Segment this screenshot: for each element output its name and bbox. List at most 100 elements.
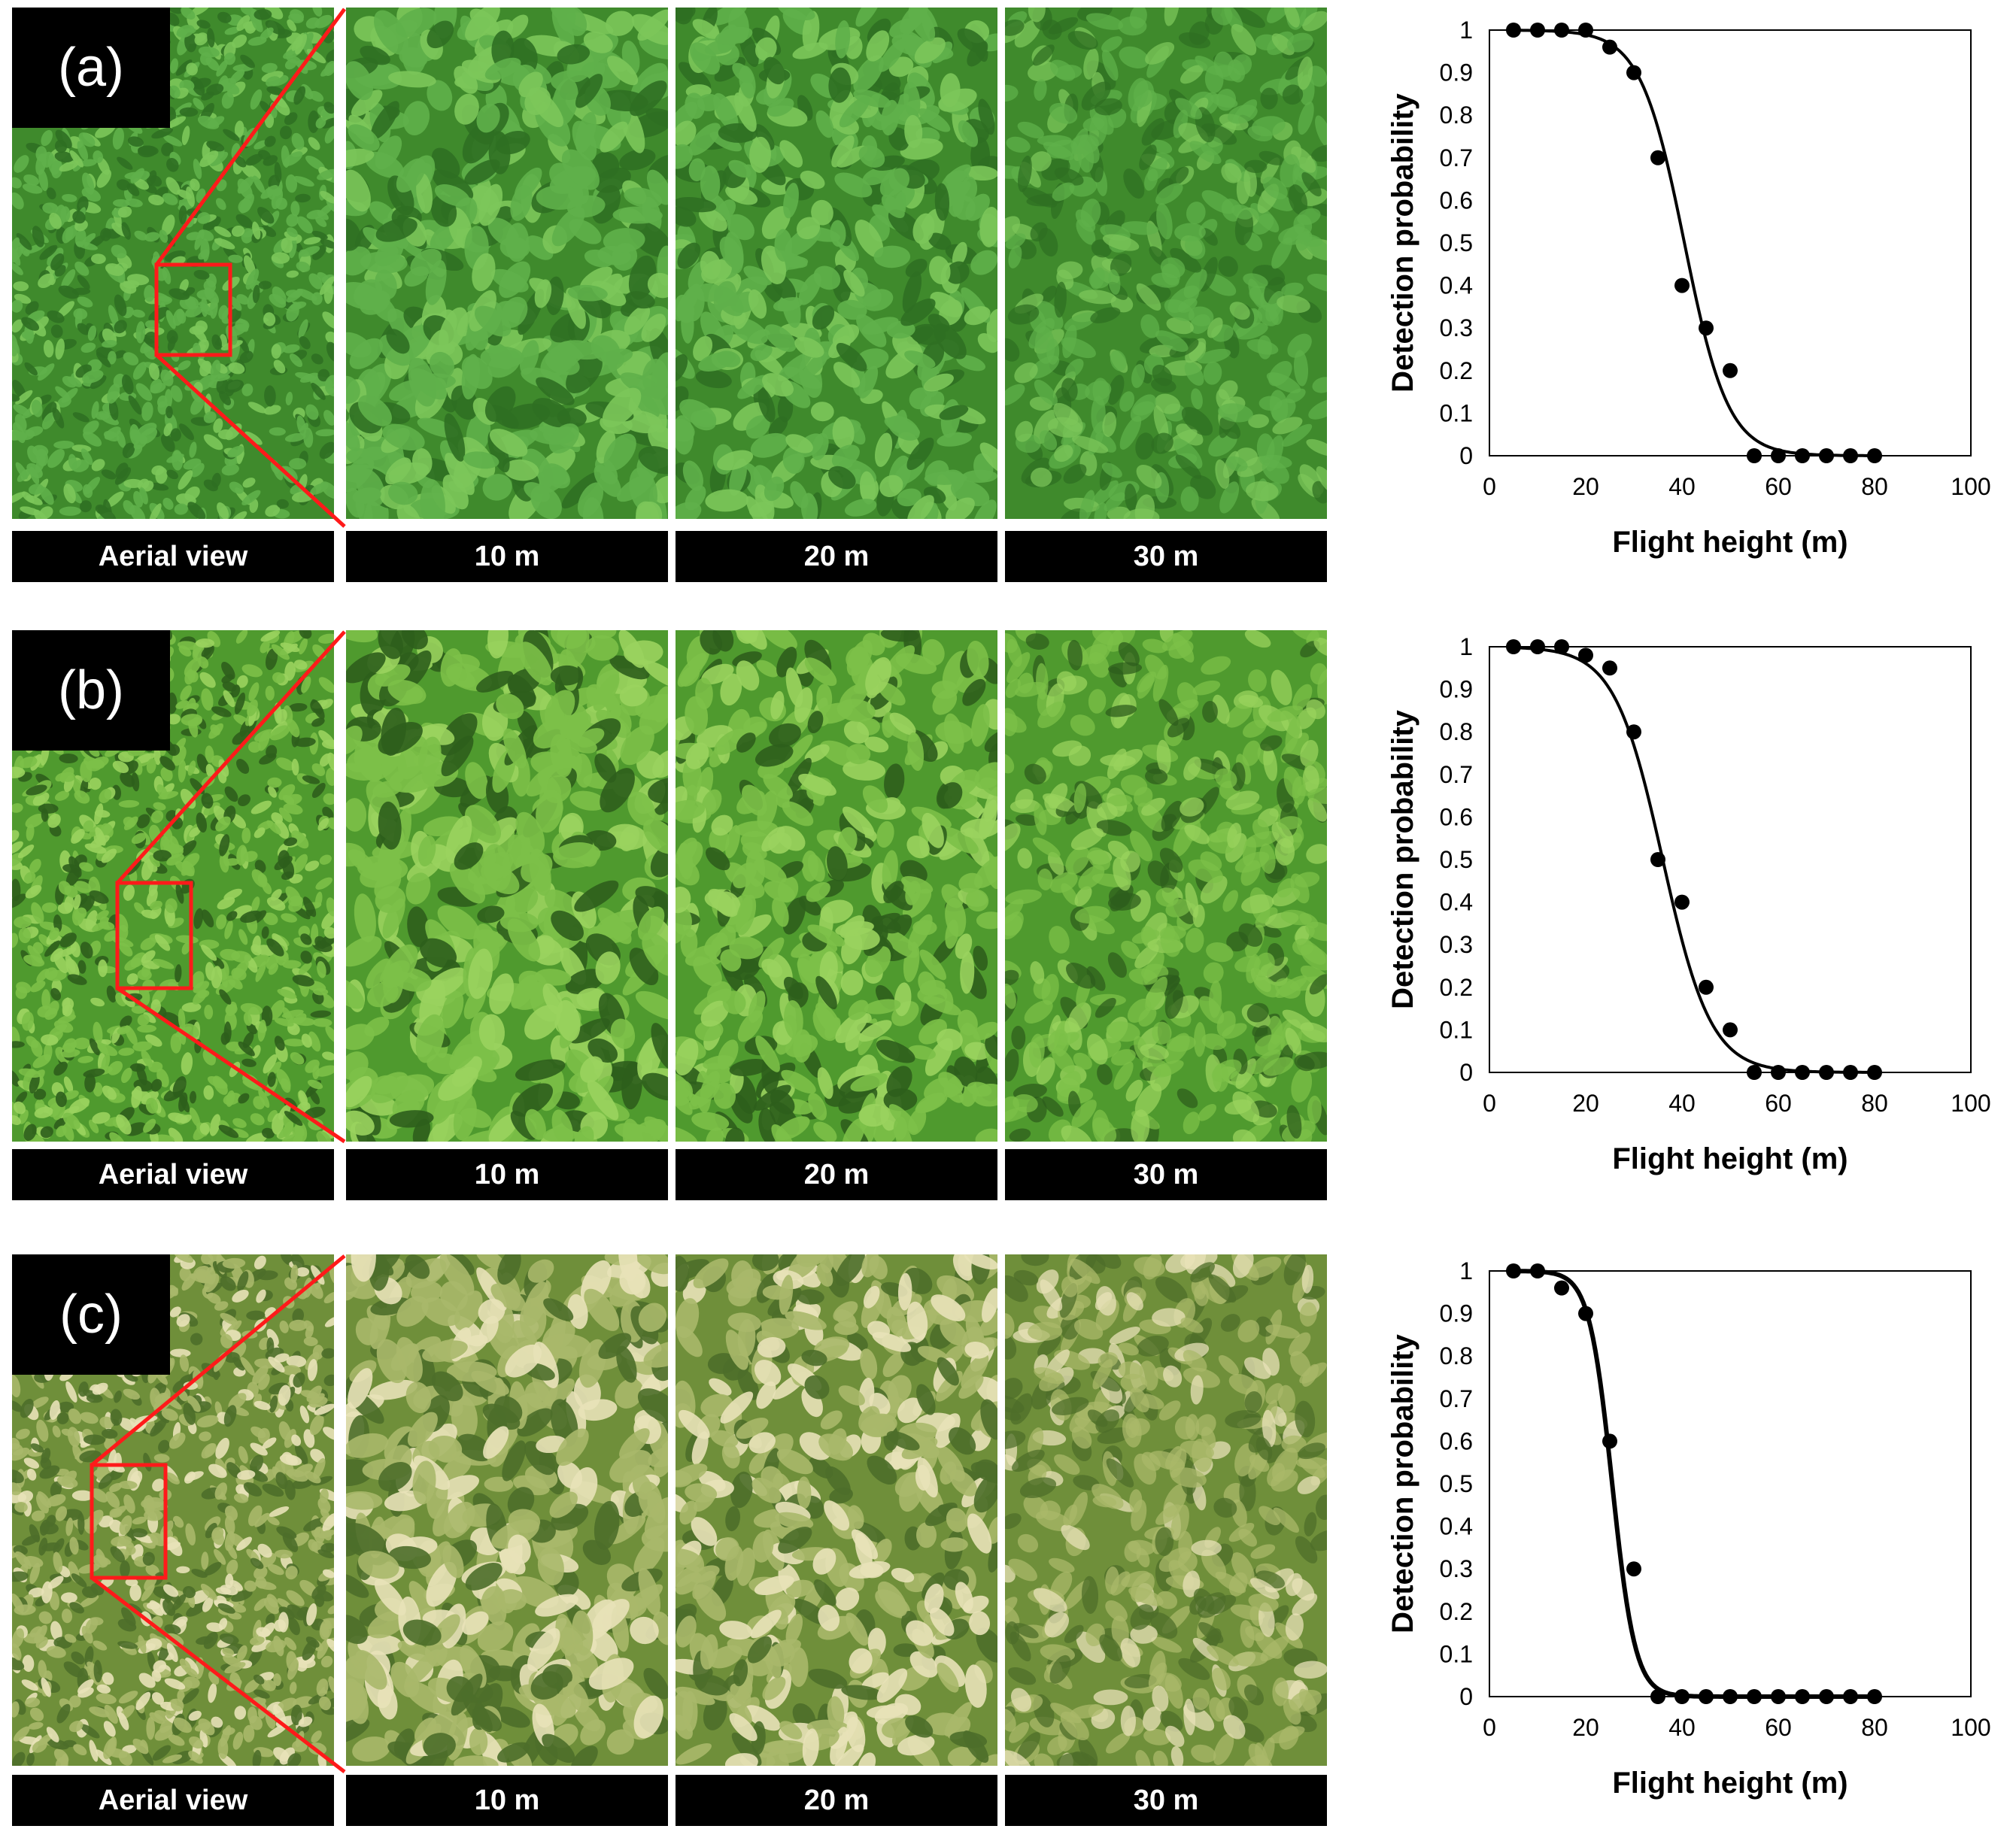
leaf-shape — [754, 744, 794, 767]
leaf-shape — [967, 641, 989, 678]
leaf-shape — [1244, 630, 1271, 648]
leaf-shape — [12, 830, 20, 843]
leaf-shape — [214, 226, 232, 238]
leaf-shape — [1200, 875, 1228, 904]
leaf-shape — [761, 630, 797, 651]
leaf-shape — [1037, 701, 1066, 729]
leaf-shape — [381, 707, 407, 757]
leaf-shape — [320, 62, 334, 77]
leaf-shape — [553, 842, 601, 869]
leaf-shape — [839, 96, 870, 128]
leaf-shape — [1008, 245, 1022, 268]
leaf-shape — [844, 499, 877, 517]
leaf-shape — [308, 1539, 318, 1552]
leaf-shape — [120, 1015, 132, 1029]
leaf-shape — [524, 1109, 546, 1140]
leaf-shape — [305, 155, 325, 171]
leaf-shape — [234, 155, 247, 168]
leaf-shape — [1086, 966, 1106, 991]
leaf-shape — [1215, 459, 1230, 490]
leaf-shape — [701, 663, 734, 685]
leaf-shape — [266, 1639, 287, 1653]
leaf-shape — [454, 93, 479, 125]
leaf-shape — [202, 909, 214, 928]
leaf-shape — [842, 1118, 865, 1142]
leaf-shape — [25, 884, 42, 899]
leaf-shape — [74, 261, 90, 276]
zoom-line-top — [154, 8, 347, 266]
leaf-shape — [1005, 678, 1022, 699]
leaf-shape — [250, 89, 263, 110]
leaf-shape — [646, 169, 668, 205]
leaf-shape — [36, 1419, 49, 1442]
leaf-shape — [1156, 739, 1171, 775]
leaf-shape — [1152, 1021, 1172, 1045]
leaf-shape — [261, 926, 269, 939]
leaf-shape — [266, 938, 284, 957]
leaf-shape — [532, 398, 571, 428]
leaf-shape — [272, 463, 284, 481]
leaf-shape — [260, 185, 278, 199]
leaf-shape — [676, 294, 695, 323]
leaf-shape — [199, 1122, 210, 1136]
leaf-shape — [12, 1657, 25, 1671]
leaf-shape — [136, 814, 150, 829]
leaf-shape — [55, 1506, 68, 1521]
leaf-shape — [80, 1412, 99, 1424]
foliage-texture — [12, 8, 334, 519]
leaf-shape — [73, 894, 81, 910]
leaf-shape — [226, 1559, 238, 1576]
leaf-shape — [203, 434, 223, 450]
leaf-shape — [131, 1086, 142, 1109]
leaf-shape — [62, 1112, 80, 1130]
leaf-shape — [1184, 824, 1210, 845]
leaf-shape — [594, 465, 621, 497]
leaf-shape — [706, 1127, 724, 1142]
leaf-shape — [569, 790, 606, 811]
photo-20m — [676, 8, 997, 519]
leaf-shape — [853, 55, 884, 93]
leaf-shape — [1085, 381, 1112, 402]
leaf-shape — [346, 246, 372, 276]
leaf-shape — [117, 206, 132, 218]
leaf-shape — [196, 812, 208, 833]
leaf-shape — [843, 759, 886, 781]
leaf-shape — [163, 423, 173, 437]
leaf-shape — [276, 1697, 297, 1712]
leaf-shape — [1076, 219, 1096, 245]
leaf-shape — [99, 788, 112, 803]
leaf-shape — [749, 136, 771, 173]
leaf-shape — [231, 225, 245, 237]
leaf-shape — [254, 1255, 266, 1269]
leaf-shape — [141, 1049, 153, 1068]
leaf-shape — [427, 80, 453, 111]
leaf-shape — [329, 1264, 334, 1284]
leaf-shape — [22, 1654, 35, 1673]
caption-20m: 20 m — [676, 531, 997, 582]
leaf-shape — [108, 1060, 123, 1075]
leaf-shape — [587, 630, 617, 639]
leaf-shape — [986, 308, 997, 342]
zoom-callout-lines — [154, 8, 347, 528]
leaf-shape — [745, 849, 766, 887]
leaf-shape — [1277, 878, 1295, 898]
leaf-shape — [291, 132, 305, 150]
leaf-shape — [1136, 283, 1161, 311]
leaf-shape — [260, 630, 281, 642]
leaf-shape — [929, 256, 951, 284]
leaf-shape — [123, 1494, 135, 1514]
leaf-shape — [515, 1059, 566, 1081]
leaf-shape — [144, 284, 155, 302]
leaf-shape — [1032, 44, 1055, 66]
leaf-shape — [928, 314, 950, 332]
leaf-shape — [519, 340, 539, 375]
leaf-shape — [114, 1390, 122, 1403]
leaf-shape — [224, 786, 238, 802]
leaf-shape — [1119, 391, 1134, 412]
leaf-shape — [694, 283, 723, 302]
leaf-shape — [534, 279, 552, 308]
leaf-shape — [416, 172, 433, 214]
leaf-shape — [226, 1462, 241, 1479]
leaf-shape — [846, 639, 873, 676]
leaf-shape — [123, 352, 139, 365]
